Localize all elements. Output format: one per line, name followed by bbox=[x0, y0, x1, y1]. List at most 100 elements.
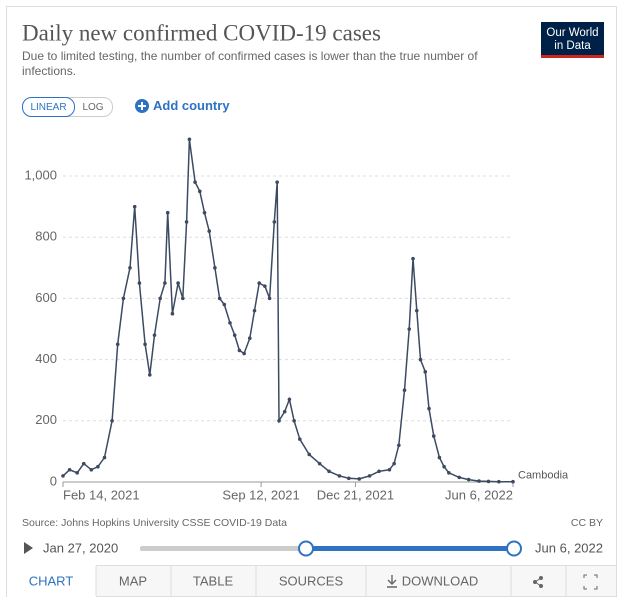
timeline-end: Jun 6, 2022 bbox=[535, 540, 603, 555]
data-point bbox=[137, 281, 142, 285]
data-point bbox=[407, 327, 412, 331]
data-point bbox=[237, 348, 242, 353]
y-tick-label: 1,000 bbox=[24, 167, 57, 182]
timeline-start: Jan 27, 2020 bbox=[43, 540, 118, 555]
y-tick-label: 600 bbox=[35, 290, 57, 305]
license: CC BY bbox=[571, 517, 603, 529]
data-point bbox=[282, 409, 287, 414]
add-country[interactable]: Add country bbox=[153, 98, 230, 113]
linear-button[interactable] bbox=[22, 97, 75, 117]
x-tick-label: Dec 21, 2021 bbox=[317, 487, 394, 502]
data-point bbox=[132, 204, 137, 209]
tab[interactable]: DOWNLOAD bbox=[402, 573, 479, 588]
data-point bbox=[147, 373, 152, 377]
data-point bbox=[75, 471, 79, 475]
data-point bbox=[242, 351, 246, 356]
y-tick-label: 800 bbox=[35, 229, 57, 244]
tab[interactable]: TABLE bbox=[193, 573, 234, 588]
log-label[interactable]: LOG bbox=[82, 102, 103, 113]
source: Source: Johns Hopkins University CSSE CO… bbox=[22, 517, 287, 529]
data-point bbox=[347, 476, 351, 481]
data-point bbox=[217, 296, 222, 301]
x-tick-label: Sep 12, 2021 bbox=[222, 487, 299, 502]
data-point bbox=[442, 464, 446, 469]
tab-active[interactable] bbox=[7, 565, 96, 597]
tab[interactable]: CHART bbox=[29, 573, 74, 588]
data-point bbox=[447, 471, 451, 475]
data-point bbox=[263, 284, 267, 288]
data-point bbox=[158, 296, 162, 301]
logo bbox=[541, 22, 604, 58]
data-point bbox=[89, 467, 94, 472]
data-point bbox=[392, 461, 396, 466]
data-point bbox=[511, 479, 515, 484]
linear-label[interactable]: LINEAR bbox=[30, 102, 66, 113]
data-point bbox=[187, 137, 192, 142]
tab[interactable]: MAP bbox=[119, 573, 147, 588]
card bbox=[6, 6, 617, 597]
data-point bbox=[176, 281, 180, 285]
data-point bbox=[110, 419, 114, 423]
fullscreen-icon[interactable] bbox=[583, 574, 598, 590]
data-point bbox=[213, 266, 217, 270]
data-point bbox=[197, 189, 202, 194]
tab-bar bbox=[6, 565, 617, 597]
data-point bbox=[317, 461, 322, 466]
data-point bbox=[247, 336, 252, 340]
data-point bbox=[307, 452, 312, 457]
data-point bbox=[431, 434, 436, 438]
data-point bbox=[292, 419, 296, 423]
play-button[interactable] bbox=[24, 542, 33, 554]
data-point bbox=[377, 469, 381, 474]
data-point bbox=[437, 455, 442, 460]
data-point bbox=[402, 388, 407, 393]
data-point bbox=[267, 296, 272, 301]
y-tick-label: 0 bbox=[50, 473, 57, 488]
data-point bbox=[181, 296, 185, 301]
share-icon[interactable] bbox=[533, 576, 543, 588]
data-point bbox=[277, 419, 281, 423]
data-point bbox=[466, 477, 471, 482]
data-point bbox=[184, 220, 189, 224]
data-point bbox=[128, 266, 132, 270]
data-point bbox=[102, 455, 107, 460]
logo-text: in Data bbox=[554, 40, 591, 52]
data-point bbox=[61, 474, 65, 478]
title: Daily new confirmed COVID-19 cases bbox=[22, 20, 381, 45]
add-icon-plus[interactable] bbox=[138, 102, 146, 110]
subtitle: infections. bbox=[22, 64, 76, 78]
data-point bbox=[193, 180, 197, 184]
data-point bbox=[427, 406, 431, 411]
data-point bbox=[397, 443, 401, 448]
y-tick-label: 400 bbox=[35, 351, 57, 366]
data-point bbox=[232, 333, 237, 337]
y-tick-label: 200 bbox=[35, 412, 57, 427]
data-point bbox=[207, 229, 212, 233]
data-point bbox=[357, 477, 362, 481]
tab[interactable]: SOURCES bbox=[279, 573, 344, 588]
data-point bbox=[163, 281, 167, 285]
data-point bbox=[252, 308, 257, 313]
data-point bbox=[497, 479, 501, 484]
data-point bbox=[486, 479, 491, 484]
download-icon[interactable] bbox=[387, 575, 397, 588]
data-point bbox=[257, 281, 262, 285]
data-point bbox=[411, 256, 415, 261]
timeline-range bbox=[306, 546, 514, 551]
logo-text: Our World bbox=[546, 27, 598, 39]
data-point bbox=[367, 474, 372, 478]
data-point bbox=[423, 370, 428, 374]
data-point bbox=[457, 475, 462, 480]
data-point bbox=[202, 210, 207, 215]
timeline-handle[interactable] bbox=[506, 540, 522, 557]
data-point bbox=[477, 479, 481, 483]
series-label: Cambodia bbox=[518, 470, 569, 482]
data-point bbox=[96, 464, 100, 469]
data-point bbox=[222, 302, 227, 307]
timeline-handle[interactable] bbox=[298, 540, 314, 557]
data-point bbox=[152, 333, 157, 337]
subtitle: Due to limited testing, the number of co… bbox=[22, 49, 478, 63]
data-point bbox=[165, 210, 170, 215]
